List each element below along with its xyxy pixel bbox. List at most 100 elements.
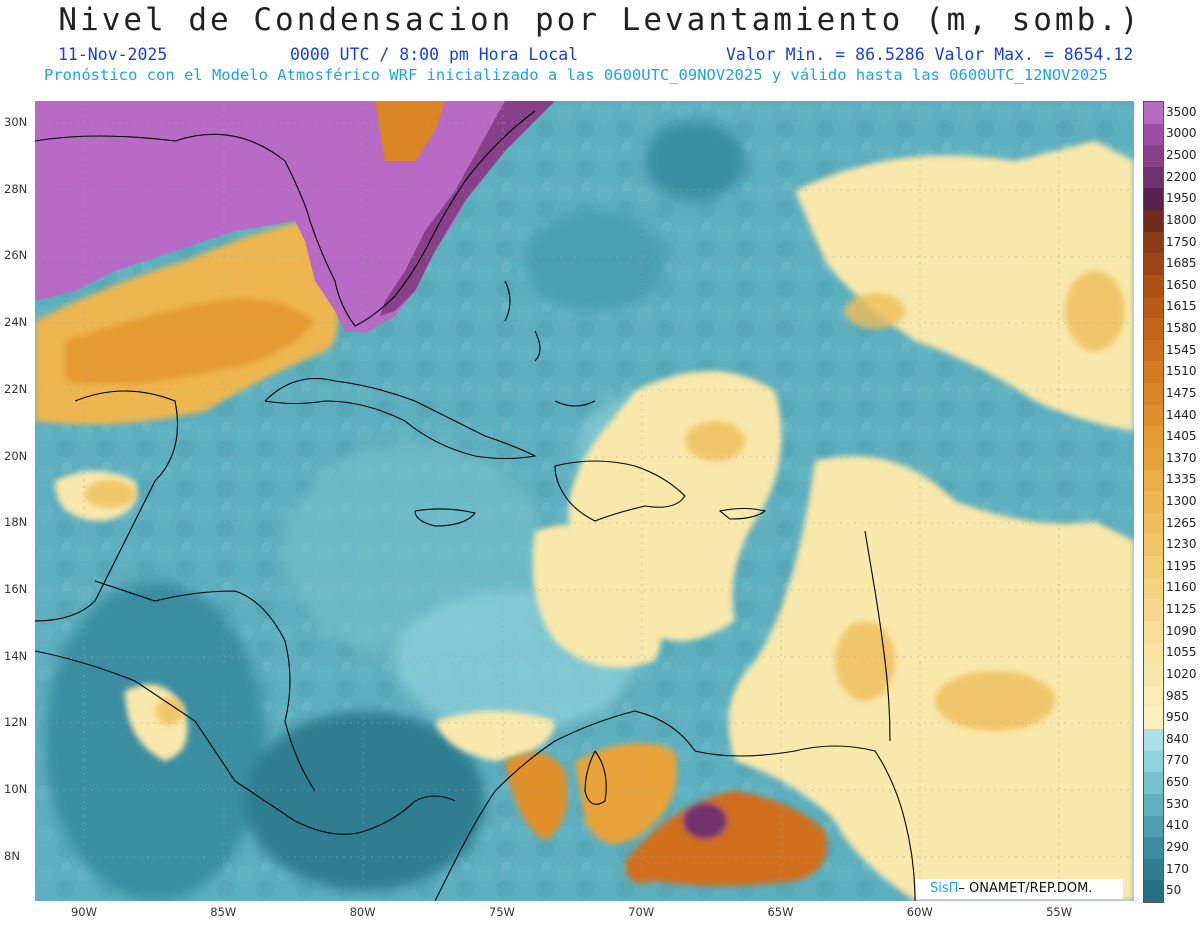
latitude-label: 18N: [4, 515, 28, 530]
colorbar-label: 1405: [1166, 429, 1197, 444]
colorbar-label: 2500: [1166, 148, 1197, 163]
time-label: 0000 UTC / 8:00 pm Hora Local: [290, 45, 579, 64]
colorbar-label: 985: [1166, 688, 1189, 703]
colorbar-label: 50: [1166, 883, 1182, 898]
colorbar-segment: [1144, 166, 1163, 189]
colorbar-segment: [1144, 123, 1163, 146]
colorbar-segment: [1144, 145, 1163, 168]
latitude-label: 22N: [4, 381, 28, 396]
colorbar-segment: [1144, 383, 1163, 406]
latitude-label: 14N: [4, 648, 28, 663]
forecast-label: Pronóstico con el Modelo Atmosférico WRF…: [44, 66, 1108, 84]
colorbar-label: 1685: [1166, 256, 1197, 271]
longitude-label: 80W: [349, 905, 376, 919]
colorbar: [1143, 101, 1164, 903]
colorbar-label: 410: [1166, 818, 1189, 833]
colorbar-segment: [1144, 815, 1163, 838]
longitude-label: 70W: [628, 905, 655, 919]
colorbar-label: 1950: [1166, 191, 1197, 206]
map-title: Nivel de Condensacion por Levantamiento …: [58, 2, 1142, 38]
colorbar-segment: [1144, 274, 1163, 298]
colorbar-label: 1020: [1166, 666, 1197, 681]
latitude-label: 24N: [4, 315, 28, 330]
colorbar-label: 1230: [1166, 537, 1197, 552]
colorbar-label: 3500: [1166, 104, 1197, 119]
latitude-label: 16N: [4, 581, 28, 596]
colorbar-segment: [1144, 296, 1163, 319]
colorbar-segment: [1144, 577, 1163, 600]
colorbar-segment: [1144, 750, 1163, 773]
colorbar-segment: [1144, 685, 1163, 708]
longitude-label: 75W: [488, 905, 515, 919]
credit-brand: SisΠ: [930, 881, 959, 896]
colorbar-segment: [1144, 210, 1163, 233]
colorbar-label: 650: [1166, 775, 1189, 790]
colorbar-label: 1800: [1166, 212, 1197, 227]
longitude-label: 60W: [906, 905, 933, 919]
latitude-label: 26N: [4, 248, 28, 263]
longitude-label: 65W: [767, 905, 794, 919]
colorbar-label: 840: [1166, 731, 1189, 746]
credit-text: – ONAMET/REP.DOM.: [958, 881, 1093, 896]
colorbar-label: 1440: [1166, 407, 1197, 422]
credit-box: SisΠ– ONAMET/REP.DOM.: [916, 879, 1123, 899]
colorbar-segment: [1144, 729, 1163, 752]
colorbar-label: 1545: [1166, 342, 1197, 357]
colorbar-label: 1750: [1166, 234, 1197, 249]
colorbar-segment: [1144, 837, 1163, 860]
colorbar-label: 1650: [1166, 277, 1197, 292]
colorbar-segment: [1144, 231, 1163, 254]
colorbar-segment: [1144, 447, 1163, 471]
colorbar-label: 1265: [1166, 515, 1197, 530]
latitude-label: 12N: [4, 715, 28, 730]
colorbar-label: 1055: [1166, 645, 1197, 660]
latitude-label: 20N: [4, 448, 28, 463]
colorbar-segment: [1144, 534, 1163, 557]
colorbar-segment: [1144, 361, 1163, 384]
colorbar-segment: [1144, 102, 1163, 125]
colorbar-segment: [1144, 772, 1163, 795]
colorbar-segment: [1144, 556, 1163, 579]
colorbar-label: 1335: [1166, 472, 1197, 487]
colorbar-label: 1475: [1166, 385, 1197, 400]
colorbar-label: 1195: [1166, 558, 1197, 573]
colorbar-label: 1510: [1166, 364, 1197, 379]
colorbar-segment: [1144, 404, 1163, 427]
colorbar-segment: [1144, 339, 1163, 362]
colorbar-label: 1580: [1166, 321, 1197, 336]
colorbar-segment: [1144, 253, 1163, 276]
stats-label: Valor Min. = 86.5286 Valor Max. = 8654.1…: [726, 45, 1134, 64]
colorbar-segment: [1144, 512, 1163, 535]
colorbar-segment: [1144, 426, 1163, 449]
colorbar-segment: [1144, 188, 1163, 211]
colorbar-label: 1160: [1166, 580, 1197, 595]
colorbar-label: 1615: [1166, 299, 1197, 314]
latitude-label: 30N: [4, 115, 28, 129]
colorbar-segment: [1144, 642, 1163, 665]
longitude-label: 55W: [1046, 905, 1073, 919]
colorbar-label: 1300: [1166, 494, 1197, 508]
latitude-label: 8N: [4, 848, 20, 863]
forecast-map: [35, 101, 1134, 901]
colorbar-segment: [1144, 880, 1163, 903]
longitude-label: 85W: [210, 905, 237, 919]
colorbar-segment: [1144, 318, 1163, 341]
colorbar-label: 1090: [1166, 623, 1197, 638]
latitude-label: 28N: [4, 181, 28, 196]
colorbar-label: 1370: [1166, 450, 1197, 465]
colorbar-label: 770: [1166, 753, 1189, 768]
colorbar-segment: [1144, 491, 1163, 514]
latitude-label: 10N: [4, 782, 28, 796]
colorbar-label: 290: [1166, 839, 1189, 854]
colorbar-label: 170: [1166, 861, 1189, 876]
date-label: 11-Nov-2025: [58, 45, 168, 64]
colorbar-label: 530: [1166, 796, 1189, 811]
longitude-label: 90W: [70, 905, 98, 919]
colorbar-segment: [1144, 664, 1163, 687]
colorbar-segment: [1144, 793, 1163, 816]
colorbar-label: 3000: [1166, 126, 1197, 141]
colorbar-label: 2200: [1166, 169, 1197, 184]
colorbar-segment: [1144, 599, 1163, 622]
colorbar-segment: [1144, 707, 1163, 730]
colorbar-segment: [1144, 469, 1163, 492]
